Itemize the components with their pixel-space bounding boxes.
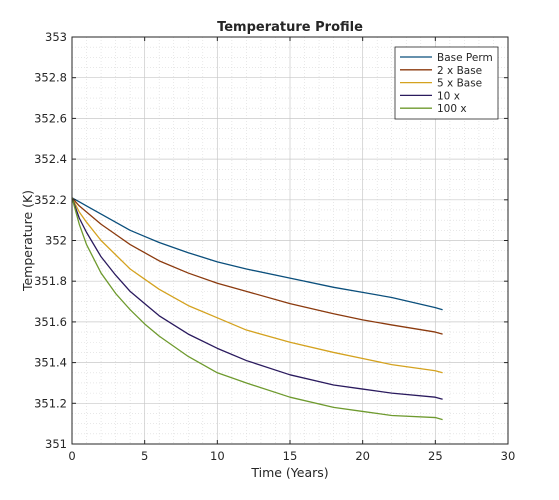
x-tick-labels: 0 5 10 15 20 25 30 <box>68 449 515 463</box>
y-tick-label: 353 <box>45 30 67 44</box>
x-tick-label: 10 <box>210 449 225 463</box>
y-tick-labels: 351 351.2 351.4 351.6 351.8 352 352.2 352.4 352.… <box>34 30 67 451</box>
y-tick-label: 352 <box>45 234 67 248</box>
x-tick-label: 20 <box>355 449 370 463</box>
y-tick-label: 351.6 <box>34 315 67 329</box>
legend-label: 100 x <box>437 103 467 115</box>
y-tick-label: 352.6 <box>34 111 67 125</box>
legend-label: 2 x Base <box>437 65 482 77</box>
x-tick-label: 0 <box>68 449 75 463</box>
y-tick-label: 352.8 <box>34 71 67 85</box>
y-axis-label: Temperature (K) <box>20 190 35 292</box>
legend-label: 10 x <box>437 90 460 102</box>
legend-label: Base Perm <box>437 52 493 64</box>
x-axis-label: Time (Years) <box>250 465 328 480</box>
x-tick-label: 15 <box>283 449 298 463</box>
y-tick-label: 351 <box>45 437 67 451</box>
series-line-1 <box>71 197 443 311</box>
series-layer <box>71 197 443 421</box>
y-tick-label: 351.4 <box>34 356 67 370</box>
x-tick-label: 5 <box>141 449 148 463</box>
legend-label: 5 x Base <box>437 78 482 90</box>
series-line-4 <box>71 197 443 400</box>
y-tick-label: 351.2 <box>34 396 67 410</box>
tick-marks <box>71 36 509 445</box>
series-line-5 <box>71 197 443 421</box>
series-line-2 <box>71 197 443 335</box>
y-tick-label: 352.4 <box>34 152 67 166</box>
chart-title: Temperature Profile <box>217 20 363 35</box>
x-tick-label: 25 <box>428 449 443 463</box>
y-tick-label: 352.2 <box>34 193 67 207</box>
series-line-3 <box>71 197 443 374</box>
x-tick-label: 30 <box>501 449 516 463</box>
y-tick-label: 351.8 <box>34 274 67 288</box>
